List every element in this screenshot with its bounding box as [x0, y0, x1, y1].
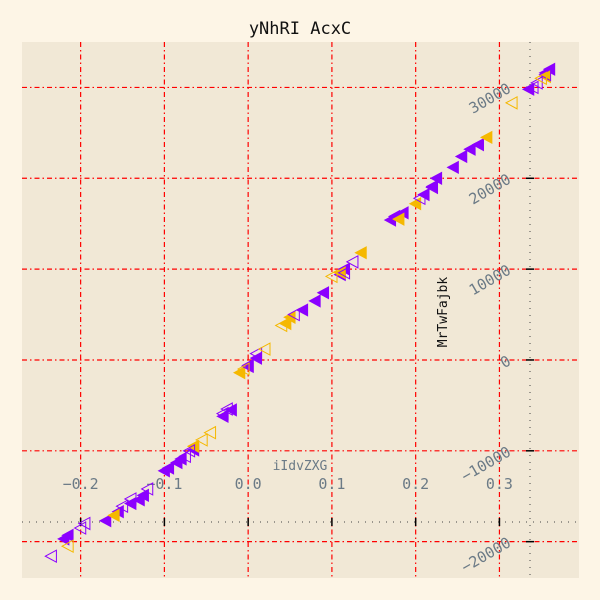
data-point — [115, 499, 129, 514]
data-point — [186, 439, 200, 453]
data-point — [504, 96, 518, 110]
x-axis-label: iIdvZXG — [273, 459, 328, 474]
data-point — [525, 80, 539, 95]
data-point — [538, 67, 552, 82]
data-point — [274, 318, 288, 333]
data-point — [61, 539, 74, 554]
data-point — [354, 246, 367, 260]
data-point — [77, 516, 91, 531]
x-tick-label: 0.2 — [402, 475, 429, 493]
data-point — [425, 180, 439, 195]
data-point — [203, 425, 217, 440]
data-point — [295, 303, 309, 317]
data-point — [324, 269, 338, 284]
data-point — [107, 508, 120, 522]
data-point — [161, 461, 175, 475]
x-tick-label: −0.2 — [63, 475, 99, 493]
data-points — [44, 62, 556, 564]
data-point — [333, 266, 346, 280]
data-point — [73, 521, 87, 535]
x-tick-label: −0.1 — [146, 475, 182, 493]
x-tick-label: 0.3 — [486, 475, 513, 493]
x-tick-label: 0.0 — [235, 475, 262, 493]
data-point — [429, 171, 443, 185]
data-point — [480, 130, 493, 145]
data-point — [195, 433, 208, 447]
x-tick-label: 0.1 — [318, 475, 345, 493]
data-point — [236, 362, 250, 376]
y-axis-label: MrTwFajbk — [436, 277, 451, 348]
data-point — [392, 212, 405, 226]
data-point — [249, 346, 263, 361]
data-point — [316, 286, 330, 300]
data-point — [454, 149, 468, 164]
data-point — [182, 443, 196, 458]
data-point — [308, 294, 321, 308]
data-point — [140, 482, 154, 496]
data-point — [417, 187, 430, 202]
data-point — [61, 528, 74, 542]
chart-title: yNhRI AcxC — [249, 19, 351, 39]
data-point — [471, 137, 484, 152]
data-point — [224, 403, 237, 417]
data-point — [534, 71, 547, 86]
grid — [22, 42, 579, 578]
data-point — [337, 265, 351, 280]
data-point — [412, 191, 426, 206]
data-point — [220, 402, 233, 416]
data-point — [530, 76, 543, 90]
data-point — [178, 449, 191, 464]
data-point — [123, 492, 137, 506]
data-point — [215, 406, 229, 421]
data-point — [287, 307, 300, 322]
data-point — [136, 488, 149, 502]
data-point — [446, 160, 459, 175]
data-point — [463, 142, 476, 156]
data-point — [345, 255, 359, 269]
data-point — [44, 549, 57, 564]
data-point — [98, 514, 112, 528]
data-point — [257, 342, 271, 356]
